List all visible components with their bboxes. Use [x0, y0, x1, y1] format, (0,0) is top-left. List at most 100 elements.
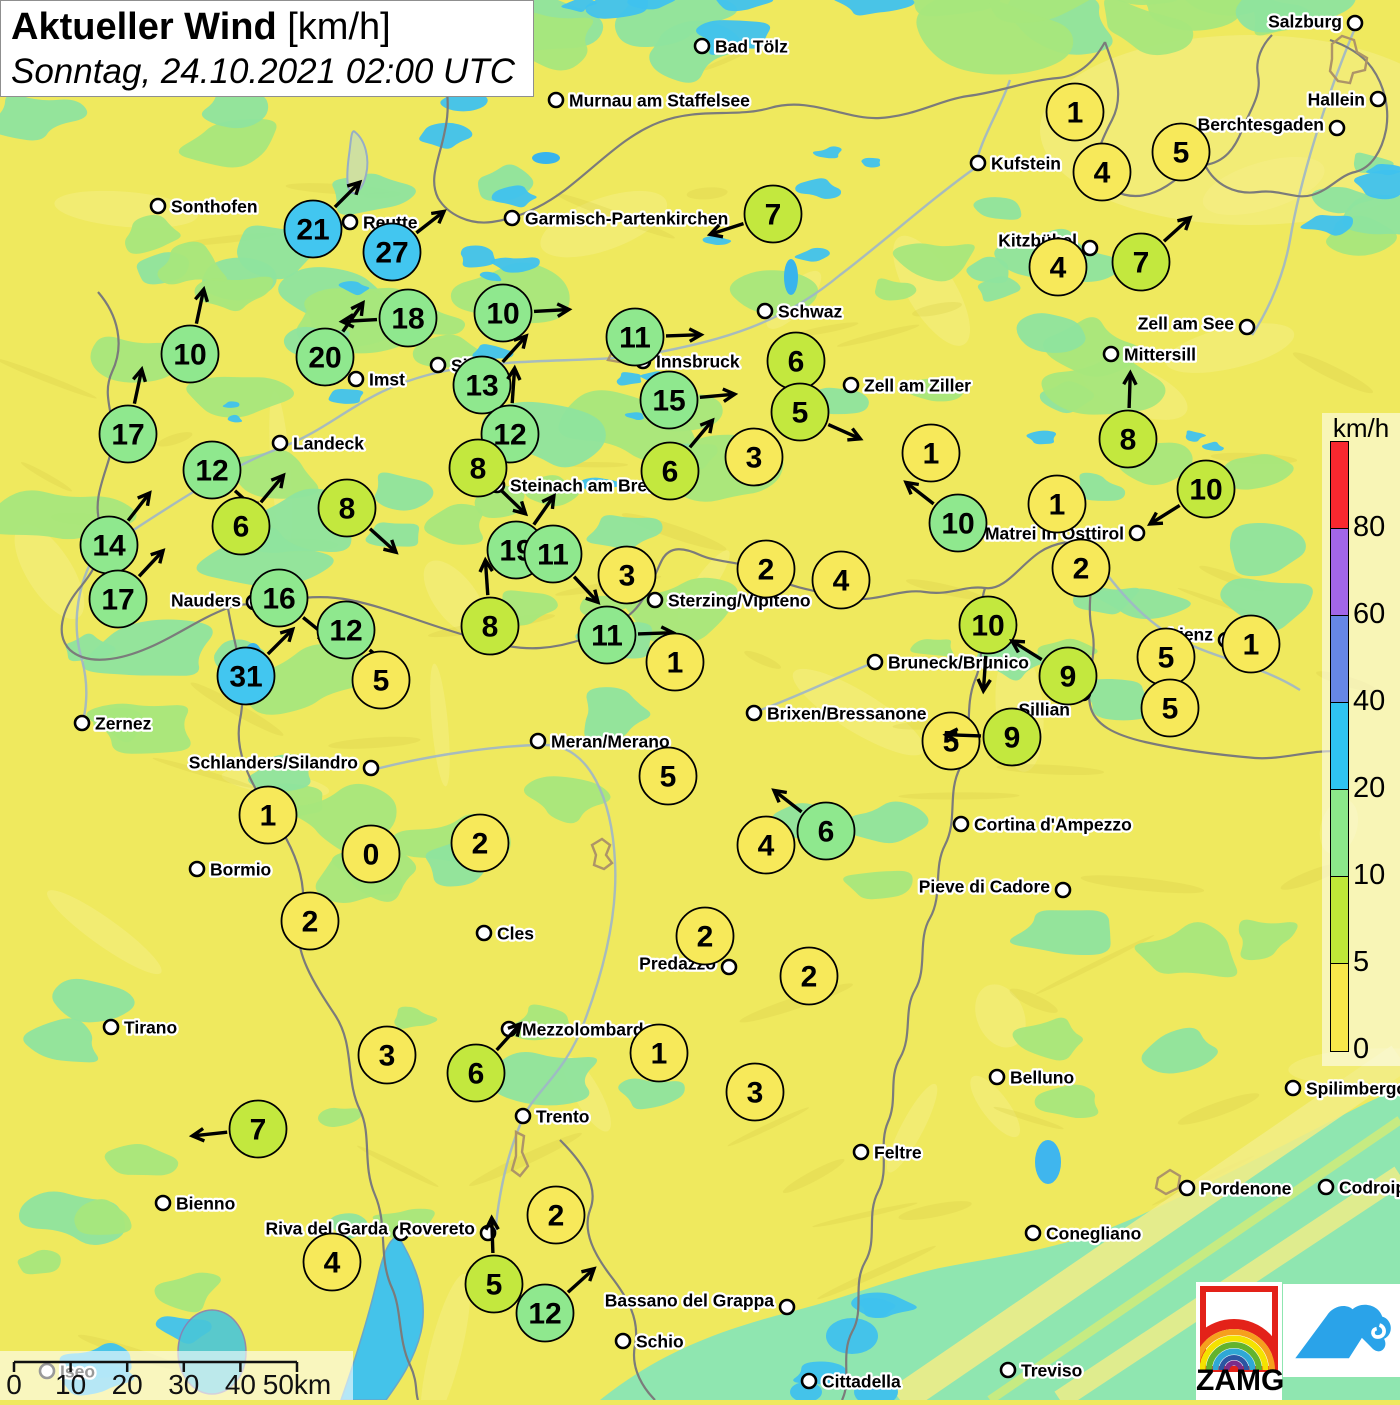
city-label: Codroipo — [1339, 1178, 1400, 1198]
wind-speed-circle — [736, 815, 796, 875]
wind-speed-circle — [460, 596, 520, 656]
city-marker: Schwaz — [756, 299, 845, 324]
scale-tick-label: 40 — [225, 1369, 256, 1400]
wind-speed-value: 1 — [667, 647, 684, 680]
city-marker: Pordenone — [1178, 1176, 1294, 1201]
wind-station: 5 — [1140, 678, 1200, 738]
city-label: Pieve di Cadore — [919, 877, 1051, 897]
wind-speed-value: 9 — [1060, 661, 1077, 694]
legend-segment — [1331, 442, 1348, 529]
wind-arrow-icon — [499, 488, 527, 516]
wind-arrow-icon — [333, 181, 361, 209]
logo-area: ZAMG — [1196, 1282, 1400, 1400]
wind-speed-value: 13 — [465, 370, 498, 403]
wind-station: 2 — [736, 539, 796, 599]
city-label: Bienno — [176, 1194, 235, 1214]
legend-colorbar — [1330, 441, 1349, 1052]
wind-speed-circle — [341, 824, 401, 884]
city-dot-icon — [952, 815, 970, 833]
wind-speed-circle — [958, 595, 1018, 655]
city-dot-icon — [614, 1332, 632, 1350]
scale-tick-label: 30 — [168, 1369, 199, 1400]
city-marker: Garmisch-Partenkirchen — [503, 206, 731, 231]
wind-speed-circle — [1028, 237, 1088, 297]
city-marker: Bienno — [154, 1191, 238, 1216]
wind-speed-circle — [1176, 459, 1236, 519]
city-label: Cittadella — [822, 1372, 901, 1392]
wind-station: 2 — [526, 1185, 586, 1245]
city-marker: Trento — [514, 1104, 592, 1129]
wind-speed-circle — [901, 423, 961, 483]
legend-title: km/h — [1332, 413, 1390, 443]
city-dot-icon — [1178, 1179, 1196, 1197]
city-marker: Salzburg — [1266, 9, 1364, 34]
scale-tick-label: 0 — [6, 1369, 22, 1400]
city-marker: Mezzolombardo — [500, 1017, 656, 1042]
city-marker: Zell am Ziller — [842, 373, 973, 398]
wind-arrow-icon — [368, 527, 398, 554]
city-dot-icon — [852, 1143, 870, 1161]
wind-arrow-icon — [772, 789, 803, 814]
wind-station: 18 — [338, 288, 438, 348]
wind-station: 7 — [188, 1099, 288, 1159]
city-dot-icon — [271, 434, 289, 452]
city-marker: Bad Tölz — [693, 34, 790, 59]
wind-station: 6 — [771, 788, 856, 861]
wind-speed-circle — [452, 355, 512, 415]
city-marker: Murnau am Staffelsee — [547, 88, 752, 113]
city-dot-icon — [1317, 1178, 1335, 1196]
wind-speed-circle — [1038, 646, 1098, 706]
wind-speed-circle — [1098, 409, 1158, 469]
wind-speed-value: 6 — [662, 456, 679, 489]
wind-station: 5 — [464, 1214, 524, 1314]
city-label: Innsbruck — [656, 352, 740, 372]
city-dot-icon — [745, 704, 763, 722]
city-marker: Bormio — [188, 857, 274, 882]
wind-station: 1 — [1221, 614, 1281, 674]
wind-speed-circle — [1221, 614, 1281, 674]
city-dot-icon — [1054, 881, 1072, 899]
city-marker: Feltre — [852, 1140, 924, 1165]
wind-station: 4 — [736, 815, 796, 875]
legend-tick-label: 60 — [1353, 598, 1386, 630]
legend-tick-label: 40 — [1353, 685, 1386, 717]
city-label: Schio — [636, 1332, 684, 1352]
city-dot-icon — [1081, 239, 1099, 257]
wind-speed-circle — [629, 1023, 689, 1083]
wind-speed-value: 1 — [1049, 489, 1066, 522]
wind-speed-circle — [378, 288, 438, 348]
wind-speed-circle — [605, 307, 665, 367]
wind-arrow-icon — [126, 491, 151, 522]
wind-speed-value: 2 — [472, 828, 489, 861]
city-dot-icon — [1346, 14, 1364, 32]
wind-station: 5 — [351, 650, 411, 710]
wind-arrow-icon — [490, 1217, 495, 1254]
city-label: Spilimbergo — [1306, 1079, 1400, 1099]
legend-tick-label: 80 — [1353, 511, 1386, 543]
city-label: Trento — [536, 1107, 589, 1127]
city-dot-icon — [866, 653, 884, 671]
wind-speed-circle — [216, 646, 276, 706]
wind-station: 1 — [629, 1023, 689, 1083]
city-marker: Codroipo — [1317, 1175, 1400, 1200]
city-label: Conegliano — [1046, 1224, 1141, 1244]
wind-speed-value: 4 — [1050, 252, 1067, 285]
city-label: Hallein — [1308, 90, 1365, 110]
wind-speed-value: 7 — [765, 199, 782, 232]
city-label: Landeck — [293, 434, 364, 454]
wind-arrow-icon — [637, 631, 674, 636]
wind-station: 9 — [942, 707, 1042, 767]
wind-station: 3 — [357, 1025, 417, 1085]
city-dot-icon — [341, 213, 359, 231]
city-dot-icon — [529, 732, 547, 750]
wind-station: 10 — [1146, 459, 1236, 526]
city-marker: Meran/Merano — [529, 729, 672, 754]
city-marker: Tirano — [102, 1015, 179, 1040]
city-dot-icon — [1024, 1224, 1042, 1242]
mountain-logo — [1283, 1284, 1400, 1377]
legend-segment — [1331, 616, 1348, 703]
page-title: Aktueller Wind [km/h] — [11, 6, 391, 48]
wind-speed-circle — [182, 440, 242, 500]
wind-arrow-icon — [132, 369, 144, 405]
